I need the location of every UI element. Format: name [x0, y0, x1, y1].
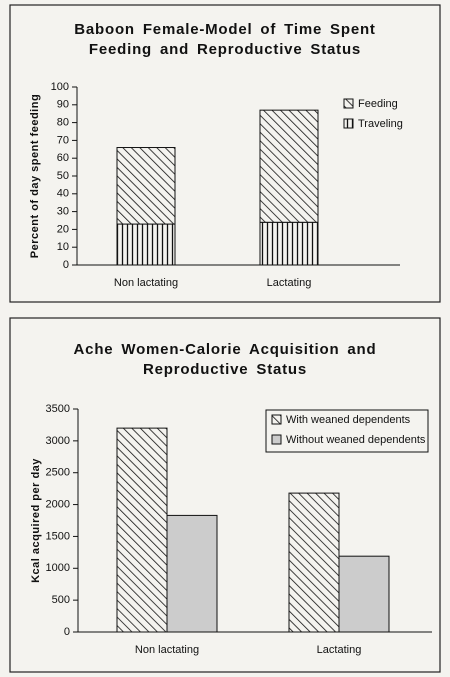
y-tick-label: 0 — [63, 259, 69, 271]
y-tick-label: 90 — [57, 99, 69, 111]
panel-frame — [9, 317, 441, 673]
y-tick-label: 1500 — [46, 530, 70, 542]
bar-segment — [116, 223, 176, 266]
legend-swatch — [271, 434, 282, 445]
bar — [288, 492, 340, 633]
y-tick-label: 0 — [64, 626, 70, 638]
bar — [116, 427, 168, 633]
y-tick-label: 60 — [57, 152, 69, 164]
legend-swatch — [343, 98, 354, 109]
chart-title: Baboon Female-Model of Time Spent Feedin… — [74, 21, 376, 58]
bar-segment — [259, 109, 319, 223]
legend-label: Traveling — [358, 118, 403, 130]
legend-swatch — [343, 118, 354, 129]
legend-label: Without weaned dependents — [286, 434, 426, 446]
y-tick-label: 10 — [57, 241, 69, 253]
y-tick-label: 2000 — [46, 498, 70, 510]
panel-frame — [9, 4, 441, 303]
x-tick-label: Lactating — [267, 277, 312, 289]
x-tick-label: Non lactating — [114, 277, 178, 289]
bar — [338, 555, 390, 633]
y-tick-label: 1000 — [46, 562, 70, 574]
legend-label: Feeding — [358, 98, 398, 110]
y-axis-label: Kcal acquired per day — [30, 458, 42, 583]
y-tick-label: 3000 — [46, 435, 70, 447]
bar — [166, 514, 218, 633]
y-tick-label: 40 — [57, 188, 69, 200]
legend-frame — [265, 409, 429, 453]
chart-title: Ache Women-Calorie Acquisition and Repro… — [73, 341, 377, 378]
legend-label: With weaned dependents — [286, 414, 411, 426]
x-tick-label: Non lactating — [135, 644, 199, 656]
x-tick-label: Lactating — [317, 644, 362, 656]
y-tick-label: 80 — [57, 117, 69, 129]
y-tick-label: 30 — [57, 206, 69, 218]
y-axis-label: Percent of day spent feeding — [29, 94, 41, 258]
y-tick-label: 20 — [57, 223, 69, 235]
y-tick-label: 500 — [52, 594, 70, 606]
y-tick-label: 50 — [57, 170, 69, 182]
bar-segment — [116, 147, 176, 225]
bar-segment — [259, 221, 319, 266]
y-tick-label: 100 — [51, 81, 69, 93]
y-tick-label: 2500 — [46, 467, 70, 479]
y-tick-label: 3500 — [46, 403, 70, 415]
legend-swatch — [271, 414, 282, 425]
y-tick-label: 70 — [57, 134, 69, 146]
